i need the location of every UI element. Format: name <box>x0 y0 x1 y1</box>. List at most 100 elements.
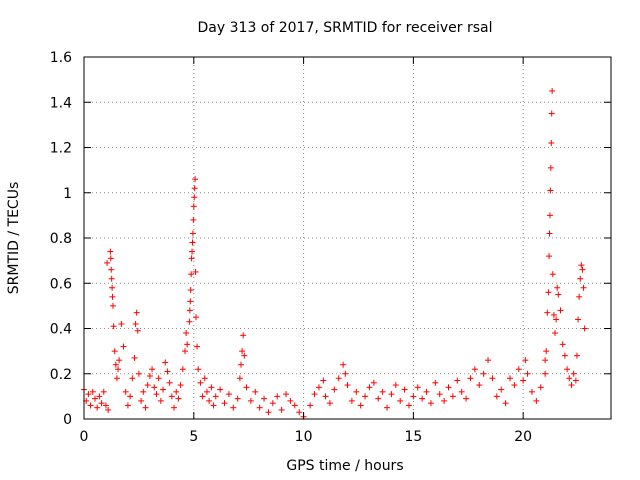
data-point <box>335 375 342 382</box>
x-tick-label: 20 <box>514 429 532 445</box>
data-point <box>498 386 505 393</box>
data-point <box>241 352 248 359</box>
data-point <box>542 357 549 364</box>
data-point <box>91 395 98 402</box>
data-point <box>155 375 162 382</box>
data-point <box>189 230 196 237</box>
data-point <box>140 388 147 395</box>
data-point <box>384 404 391 411</box>
data-points <box>81 87 588 420</box>
y-tick-label: 1.2 <box>50 141 72 157</box>
data-point <box>458 388 465 395</box>
data-point <box>524 370 531 377</box>
data-point <box>171 404 178 411</box>
data-point <box>144 382 151 389</box>
data-point <box>419 395 426 402</box>
data-point <box>370 379 377 386</box>
y-tick-label: 0 <box>63 412 72 428</box>
data-point <box>160 386 167 393</box>
grid-lines <box>84 57 611 419</box>
data-point <box>269 400 276 407</box>
data-point <box>135 370 142 377</box>
data-point <box>522 357 529 364</box>
data-point <box>520 377 527 384</box>
data-point <box>570 370 577 377</box>
data-point <box>234 395 241 402</box>
data-point <box>182 348 189 355</box>
data-point <box>493 393 500 400</box>
data-point <box>296 409 303 416</box>
data-point <box>164 368 171 375</box>
data-point <box>206 397 213 404</box>
data-point <box>157 397 164 404</box>
data-point <box>94 404 101 411</box>
plot-frame <box>83 56 612 420</box>
data-point <box>186 318 193 325</box>
data-point <box>192 176 199 183</box>
data-point <box>151 384 158 391</box>
data-point <box>576 293 583 300</box>
data-point <box>467 375 474 382</box>
data-point <box>555 291 562 298</box>
data-point <box>221 400 228 407</box>
data-point <box>573 352 580 359</box>
y-tick-label: 1.4 <box>50 95 72 111</box>
data-point <box>445 384 452 391</box>
data-point <box>132 320 139 327</box>
data-point <box>353 388 360 395</box>
data-point <box>566 375 573 382</box>
data-point <box>397 397 404 404</box>
data-point <box>405 402 412 409</box>
data-point <box>142 404 149 411</box>
data-point <box>107 255 114 262</box>
data-point <box>208 384 215 391</box>
data-point <box>238 361 245 368</box>
data-point <box>194 343 201 350</box>
data-point <box>401 386 408 393</box>
data-point <box>287 397 294 404</box>
data-point <box>427 400 434 407</box>
data-point <box>243 384 250 391</box>
data-point <box>454 377 461 384</box>
data-point <box>217 386 224 393</box>
data-point <box>559 341 566 348</box>
data-point <box>274 393 281 400</box>
data-point <box>366 384 373 391</box>
data-point <box>87 402 94 409</box>
data-point <box>109 293 116 300</box>
y-tick-label: 0.6 <box>50 276 72 292</box>
data-point <box>191 185 198 192</box>
data-point <box>134 327 141 334</box>
data-point <box>564 366 571 373</box>
data-point <box>168 393 175 400</box>
y-tick-label: 0.2 <box>50 367 72 383</box>
data-point <box>108 275 115 282</box>
data-point <box>240 332 247 339</box>
data-point <box>175 395 182 402</box>
data-point <box>552 330 559 337</box>
chart-title: Day 313 of 2017, SRMTID for receiver rsa… <box>198 20 493 36</box>
data-point <box>110 323 117 330</box>
data-point <box>109 302 116 309</box>
data-point <box>225 391 232 398</box>
data-point <box>436 391 443 398</box>
data-point <box>188 271 195 278</box>
data-point <box>572 377 579 384</box>
data-point <box>192 268 199 275</box>
data-point <box>480 370 487 377</box>
data-point <box>179 366 186 373</box>
data-point <box>102 402 109 409</box>
data-point <box>485 357 492 364</box>
data-point <box>362 393 369 400</box>
data-point <box>138 397 145 404</box>
data-point <box>375 395 382 402</box>
data-point <box>112 361 119 368</box>
data-point <box>96 393 103 400</box>
data-point <box>239 348 246 355</box>
data-point <box>162 359 169 366</box>
data-point <box>190 203 197 210</box>
data-point <box>189 239 196 246</box>
data-point <box>187 287 194 294</box>
data-point <box>278 406 285 413</box>
